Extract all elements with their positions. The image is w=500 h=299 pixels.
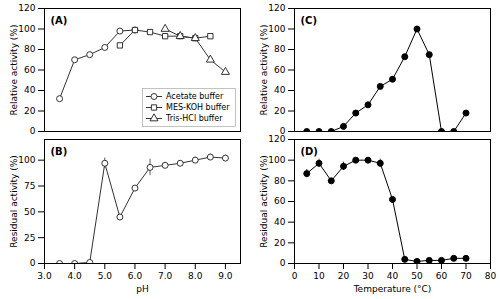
svg-text:40: 40 bbox=[387, 271, 399, 281]
svg-text:(A): (A) bbox=[51, 15, 68, 26]
svg-text:pH: pH bbox=[136, 284, 148, 294]
svg-text:40: 40 bbox=[274, 217, 286, 227]
svg-text:50: 50 bbox=[411, 271, 423, 281]
svg-text:Relative activity (%): Relative activity (%) bbox=[259, 25, 269, 116]
svg-text:MES-KOH buffer: MES-KOH buffer bbox=[166, 103, 230, 112]
svg-text:30: 30 bbox=[362, 271, 374, 281]
svg-text:0: 0 bbox=[292, 271, 298, 281]
svg-text:Residual activity (%): Residual activity (%) bbox=[259, 155, 269, 247]
svg-text:70: 70 bbox=[460, 271, 472, 281]
svg-text:5.0: 5.0 bbox=[98, 271, 113, 281]
svg-text:Acetate buffer: Acetate buffer bbox=[166, 92, 224, 101]
svg-text:Temperature (°C): Temperature (°C) bbox=[353, 284, 432, 294]
svg-text:Tris-HCl buffer: Tris-HCl buffer bbox=[165, 114, 223, 123]
svg-text:60: 60 bbox=[274, 196, 286, 206]
svg-text:50: 50 bbox=[24, 207, 36, 217]
svg-text:100: 100 bbox=[268, 155, 285, 165]
svg-text:0: 0 bbox=[280, 258, 286, 268]
svg-text:6.0: 6.0 bbox=[128, 271, 143, 281]
svg-text:20: 20 bbox=[274, 106, 286, 116]
svg-text:75: 75 bbox=[24, 181, 35, 191]
svg-text:60: 60 bbox=[24, 65, 36, 75]
svg-text:25: 25 bbox=[24, 233, 35, 243]
svg-text:80: 80 bbox=[24, 44, 36, 54]
svg-text:4.0: 4.0 bbox=[67, 271, 82, 281]
svg-text:60: 60 bbox=[274, 65, 286, 75]
svg-text:Residual activity (%): Residual activity (%) bbox=[9, 155, 19, 247]
svg-text:20: 20 bbox=[274, 238, 286, 248]
svg-text:40: 40 bbox=[274, 85, 286, 95]
svg-text:0: 0 bbox=[30, 258, 36, 268]
svg-text:20: 20 bbox=[338, 271, 350, 281]
svg-text:Relative activity (%): Relative activity (%) bbox=[9, 25, 19, 116]
svg-text:120: 120 bbox=[268, 3, 285, 13]
svg-text:40: 40 bbox=[24, 85, 36, 95]
svg-text:8.0: 8.0 bbox=[188, 271, 203, 281]
svg-text:60: 60 bbox=[436, 271, 448, 281]
svg-text:10: 10 bbox=[313, 271, 325, 281]
svg-text:80: 80 bbox=[274, 44, 286, 54]
svg-text:80: 80 bbox=[274, 176, 286, 186]
svg-text:(D): (D) bbox=[301, 146, 318, 157]
svg-text:(B): (B) bbox=[51, 146, 68, 157]
svg-text:(C): (C) bbox=[301, 15, 317, 26]
svg-text:120: 120 bbox=[268, 135, 285, 144]
svg-text:100: 100 bbox=[18, 24, 35, 34]
svg-text:0: 0 bbox=[30, 126, 36, 135]
svg-text:0: 0 bbox=[280, 126, 286, 135]
svg-text:120: 120 bbox=[18, 3, 35, 13]
svg-text:100: 100 bbox=[18, 155, 35, 165]
svg-text:100: 100 bbox=[268, 24, 285, 34]
svg-text:9.0: 9.0 bbox=[218, 271, 233, 281]
svg-text:7.0: 7.0 bbox=[158, 271, 173, 281]
svg-text:80: 80 bbox=[485, 271, 497, 281]
svg-text:20: 20 bbox=[24, 106, 36, 116]
svg-text:3.0: 3.0 bbox=[37, 271, 52, 281]
